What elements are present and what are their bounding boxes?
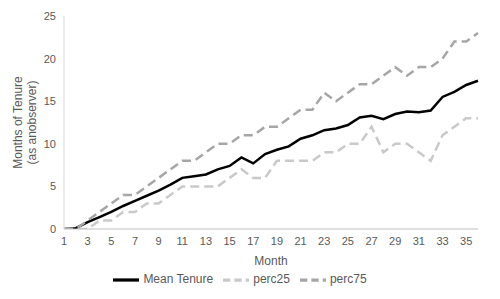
svg-text:11: 11 (177, 235, 188, 247)
svg-text:1: 1 (61, 235, 67, 247)
svg-text:23: 23 (318, 235, 330, 247)
html-text:perc25: perc25 (253, 272, 290, 287)
svg-text:19: 19 (271, 235, 283, 247)
svg-text:35: 35 (460, 235, 472, 247)
svg-text:Month: Month (254, 254, 287, 268)
svg-text:31: 31 (413, 235, 425, 247)
svg-text:15: 15 (223, 235, 235, 247)
svg-text:13: 13 (200, 235, 212, 247)
svg-text:0: 0 (50, 223, 56, 235)
svg-text:21: 21 (294, 235, 306, 247)
svg-text:20: 20 (44, 53, 56, 65)
html-text:Mean Tenure: Mean Tenure (143, 272, 214, 287)
svg-text:3: 3 (85, 235, 91, 247)
svg-text:15: 15 (44, 95, 56, 107)
svg-text:9: 9 (156, 235, 162, 247)
svg-text:25: 25 (44, 10, 56, 22)
svg-text:5: 5 (108, 235, 114, 247)
svg-text:29: 29 (389, 235, 401, 247)
svg-text:27: 27 (365, 235, 377, 247)
svg-text:Months of Tenure(as anobserver: Months of Tenure(as anobserver) (11, 76, 39, 169)
svg-text:25: 25 (342, 235, 354, 247)
svg-text:10: 10 (44, 138, 56, 150)
svg-text:7: 7 (132, 235, 138, 247)
svg-text:17: 17 (247, 235, 259, 247)
svg-text:33: 33 (436, 235, 448, 247)
html-text:perc75: perc75 (329, 272, 367, 287)
svg-text:5: 5 (50, 180, 56, 192)
